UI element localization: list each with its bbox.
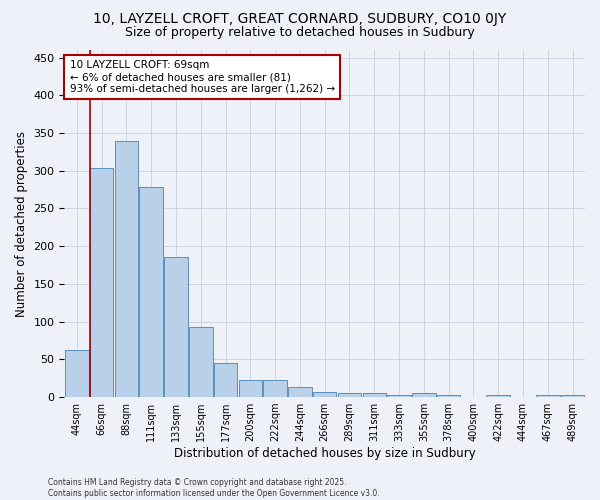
Bar <box>239 380 262 397</box>
Bar <box>313 392 337 397</box>
Bar <box>536 395 560 397</box>
Bar <box>189 327 212 397</box>
Bar <box>139 188 163 397</box>
Text: Size of property relative to detached houses in Sudbury: Size of property relative to detached ho… <box>125 26 475 39</box>
Bar <box>437 395 460 397</box>
Bar <box>164 258 188 397</box>
Text: Contains HM Land Registry data © Crown copyright and database right 2025.
Contai: Contains HM Land Registry data © Crown c… <box>48 478 380 498</box>
Bar <box>90 168 113 397</box>
Bar <box>487 395 510 397</box>
Bar <box>288 388 311 397</box>
Y-axis label: Number of detached properties: Number of detached properties <box>15 130 28 316</box>
Bar <box>561 395 584 397</box>
Bar <box>387 395 411 397</box>
Bar <box>115 140 138 397</box>
Bar <box>338 392 361 397</box>
Bar <box>214 363 238 397</box>
Text: 10, LAYZELL CROFT, GREAT CORNARD, SUDBURY, CO10 0JY: 10, LAYZELL CROFT, GREAT CORNARD, SUDBUR… <box>94 12 506 26</box>
Text: 10 LAYZELL CROFT: 69sqm
← 6% of detached houses are smaller (81)
93% of semi-det: 10 LAYZELL CROFT: 69sqm ← 6% of detached… <box>70 60 335 94</box>
Bar <box>65 350 89 397</box>
Bar <box>263 380 287 397</box>
Bar <box>362 394 386 397</box>
Bar <box>412 394 436 397</box>
X-axis label: Distribution of detached houses by size in Sudbury: Distribution of detached houses by size … <box>174 447 476 460</box>
